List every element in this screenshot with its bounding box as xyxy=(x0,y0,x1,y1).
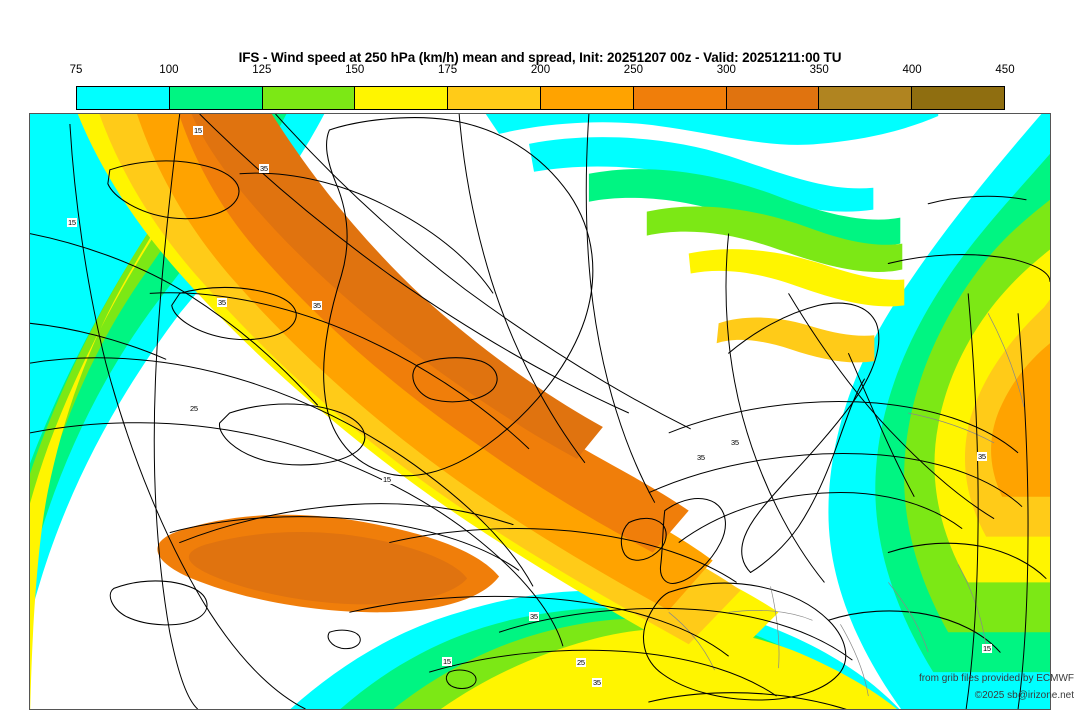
colorbar-segment xyxy=(355,87,449,109)
credit-source: from grib files provided by ECMWF xyxy=(918,673,1074,684)
colorbar-tick-label: 300 xyxy=(716,64,736,76)
contour-label: 25 xyxy=(189,404,199,413)
colorbar-tick-label: 250 xyxy=(623,64,643,76)
contour-label: 35 xyxy=(529,612,539,621)
colorbar-segment xyxy=(262,87,356,109)
contour-label: 35 xyxy=(977,452,987,461)
contour-label: 15 xyxy=(442,657,452,666)
contour-label: 35 xyxy=(312,301,322,310)
colorbar-segment xyxy=(819,87,913,109)
colorbar-tick-label: 100 xyxy=(159,64,179,76)
colorbar-segment xyxy=(77,87,170,109)
colorbar-gradient xyxy=(76,86,1005,110)
country-borders xyxy=(668,313,1025,697)
page-title: IFS - Wind speed at 250 hPa (km/h) mean … xyxy=(238,50,842,65)
colorbar-tick-label: 200 xyxy=(530,64,551,76)
contour-label: 25 xyxy=(576,658,586,667)
map-panel[interactable]: 15 35 15 35 35 25 15 35 15 25 35 35 35 35 15 xyxy=(29,113,1051,710)
colorbar-segment xyxy=(169,87,263,109)
colorbar-tick-label: 175 xyxy=(438,64,458,76)
map-graphic xyxy=(30,114,1050,709)
contour-label: 15 xyxy=(982,644,992,653)
colorbar-ticks: 75 100 125 150 175 200 250 300 350 400 450 xyxy=(70,64,1015,82)
spread-contours xyxy=(30,114,1029,709)
colorbar-tick-label: 125 xyxy=(252,64,272,76)
colorbar-tick-label: 150 xyxy=(345,64,365,76)
colorbar-tick-label: 350 xyxy=(809,64,829,76)
contour-label: 35 xyxy=(730,438,740,447)
colorbar-segment xyxy=(448,87,541,109)
contour-label: 35 xyxy=(217,298,227,307)
contour-label: 35 xyxy=(696,453,706,462)
contour-label: 15 xyxy=(382,475,392,484)
contour-label: 35 xyxy=(592,678,602,687)
colorbar: 75 100 125 150 175 200 250 300 350 400 450 xyxy=(70,64,1015,110)
colorbar-segment xyxy=(726,87,820,109)
contour-label: 15 xyxy=(67,218,77,227)
contour-label: 15 xyxy=(193,126,203,135)
colorbar-tick-label: 450 xyxy=(995,64,1015,76)
credit-copyright: ©2025 sb@irizone.net xyxy=(974,690,1074,701)
contour-label: 35 xyxy=(259,164,269,173)
colorbar-segment xyxy=(912,87,1004,109)
colorbar-segment xyxy=(633,87,727,109)
coastlines xyxy=(30,117,1050,709)
colorbar-tick-label: 400 xyxy=(902,64,922,76)
colorbar-segment xyxy=(540,87,634,109)
colorbar-tick-label: 75 xyxy=(69,64,83,76)
